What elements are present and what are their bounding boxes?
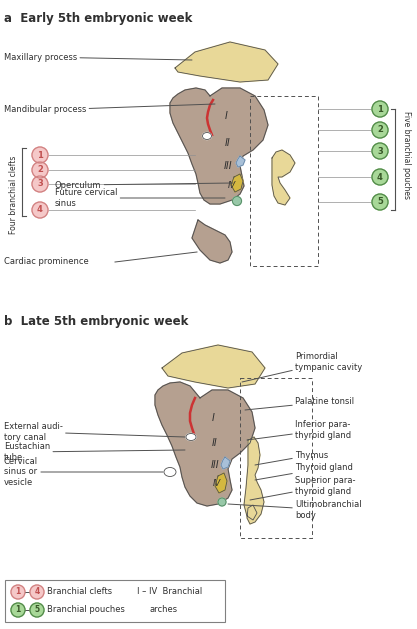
Ellipse shape: [164, 467, 176, 477]
Bar: [240, 378, 312, 538]
Text: Future cervical
sinus: Future cervical sinus: [55, 188, 225, 208]
Text: 5: 5: [35, 606, 40, 615]
Text: Four branchial clefts: Four branchial clefts: [10, 156, 18, 234]
Text: IV: IV: [213, 479, 221, 489]
Polygon shape: [155, 382, 255, 506]
Ellipse shape: [203, 133, 211, 140]
Circle shape: [30, 585, 44, 599]
Text: Operculum: Operculum: [55, 181, 233, 189]
Text: External audi-
tory canal: External audi- tory canal: [4, 422, 185, 442]
Text: I – IV  Branchial: I – IV Branchial: [137, 587, 202, 596]
Polygon shape: [272, 150, 295, 205]
Text: Superior para-
thyroid gland: Superior para- thyroid gland: [250, 476, 356, 500]
Text: Ultimobranchial
body: Ultimobranchial body: [228, 500, 362, 520]
Polygon shape: [170, 88, 268, 204]
Text: IV: IV: [228, 182, 236, 191]
Polygon shape: [244, 437, 264, 524]
Circle shape: [372, 194, 388, 210]
Circle shape: [372, 101, 388, 117]
Circle shape: [11, 585, 25, 599]
Bar: [250, 96, 318, 266]
Circle shape: [372, 169, 388, 185]
Text: Mandibular process: Mandibular process: [4, 104, 215, 114]
Text: a  Early 5th embryonic week: a Early 5th embryonic week: [4, 12, 192, 25]
Text: 3: 3: [377, 147, 383, 155]
Text: Thymus: Thymus: [255, 450, 328, 465]
Text: –: –: [25, 605, 30, 615]
Text: III: III: [211, 460, 219, 470]
Circle shape: [11, 603, 25, 617]
Polygon shape: [175, 42, 278, 82]
Text: I: I: [225, 111, 227, 121]
Text: Palatine tonsil: Palatine tonsil: [245, 398, 354, 410]
Text: arches: arches: [150, 606, 178, 615]
Text: 1: 1: [37, 150, 43, 160]
Text: Eustachian
tube: Eustachian tube: [4, 442, 185, 462]
Polygon shape: [231, 174, 243, 192]
Text: Cervical
sinus or
vesicle: Cervical sinus or vesicle: [4, 457, 163, 487]
Circle shape: [32, 162, 48, 178]
Bar: [5, 580, 225, 622]
Polygon shape: [192, 220, 232, 263]
Text: 4: 4: [377, 172, 383, 182]
Text: I: I: [211, 413, 214, 423]
Text: Branchial pouches: Branchial pouches: [47, 606, 125, 615]
Ellipse shape: [186, 433, 196, 440]
Circle shape: [30, 603, 44, 617]
Text: b  Late 5th embryonic week: b Late 5th embryonic week: [4, 315, 188, 328]
Text: 2: 2: [37, 165, 43, 174]
Circle shape: [372, 143, 388, 159]
Text: Five branchial pouches: Five branchial pouches: [402, 111, 412, 199]
Polygon shape: [236, 156, 245, 167]
Polygon shape: [221, 457, 230, 469]
Circle shape: [218, 498, 226, 506]
Text: 1: 1: [15, 606, 20, 615]
Text: Thyroid gland: Thyroid gland: [255, 464, 353, 480]
Text: Inferior para-
thyroid gland: Inferior para- thyroid gland: [247, 420, 351, 440]
Text: 2: 2: [377, 126, 383, 135]
Text: 5: 5: [377, 198, 383, 206]
Text: 1: 1: [377, 104, 383, 113]
Polygon shape: [162, 345, 265, 388]
Text: III: III: [224, 161, 232, 171]
Text: Branchial clefts: Branchial clefts: [47, 587, 112, 596]
Circle shape: [32, 202, 48, 218]
Text: 3: 3: [37, 179, 43, 189]
Polygon shape: [215, 473, 227, 493]
Text: –: –: [25, 587, 30, 597]
Text: Primordial
tympanic cavity: Primordial tympanic cavity: [242, 352, 362, 382]
Circle shape: [233, 196, 241, 206]
Circle shape: [32, 147, 48, 163]
Text: Maxillary process: Maxillary process: [4, 52, 192, 62]
Circle shape: [372, 122, 388, 138]
Text: 4: 4: [37, 206, 43, 214]
Text: 4: 4: [34, 587, 40, 596]
Circle shape: [32, 176, 48, 192]
Text: II: II: [225, 138, 231, 148]
Text: II: II: [212, 438, 218, 448]
Text: Cardiac prominence: Cardiac prominence: [4, 257, 89, 267]
Text: 1: 1: [15, 587, 20, 596]
